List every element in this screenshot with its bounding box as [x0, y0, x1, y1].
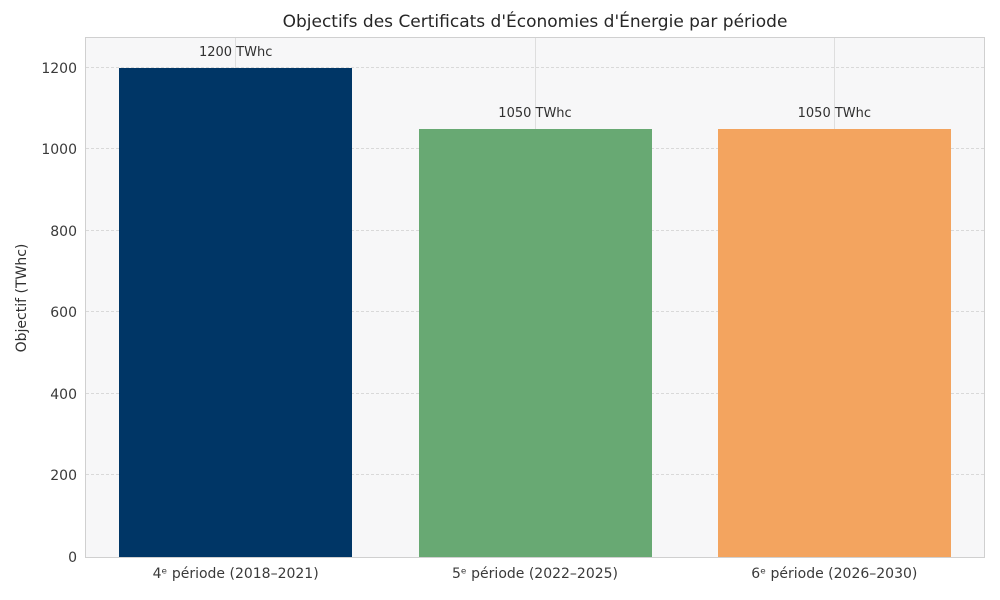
y-tick-label: 1000 — [41, 142, 77, 159]
bar-1 — [119, 67, 353, 557]
y-tick-label: 800 — [50, 223, 77, 240]
y-tick-label: 1200 — [41, 60, 77, 77]
y-tick-label: 400 — [50, 386, 77, 403]
x-tick-label: 4ᵉ période (2018–2021) — [152, 566, 319, 582]
y-tick-label: 600 — [50, 305, 77, 322]
bar-3 — [717, 128, 951, 557]
bar-value-label: 1200 TWhc — [198, 44, 273, 60]
y-axis: 0 200 400 600 800 1000 1200 — [0, 37, 77, 566]
x-axis: 4ᵉ période (2018–2021) 5ᵉ période (2022–2… — [85, 559, 985, 589]
x-tick-label: 5ᵉ période (2022–2025) — [451, 566, 619, 582]
bar-value-label: 1050 TWhc — [797, 105, 872, 121]
bar-2 — [418, 128, 652, 557]
bar-value-label: 1050 TWhc — [498, 105, 572, 121]
plot-area: 1200 TWhc 1050 TWhc 1050 TWhc — [85, 37, 985, 558]
x-tick-label: 6ᵉ période (2026–2030) — [751, 566, 918, 582]
chart-title: Objectifs des Certificats d'Économies d'… — [282, 12, 788, 32]
y-tick-label: 200 — [50, 468, 77, 485]
y-tick-label: 0 — [68, 550, 77, 566]
